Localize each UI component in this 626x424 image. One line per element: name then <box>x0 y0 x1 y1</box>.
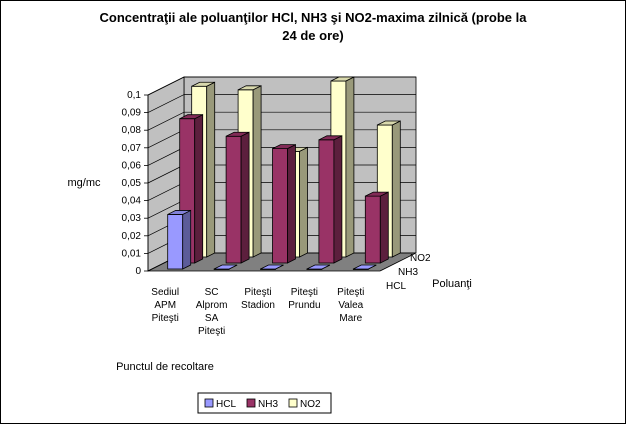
bar-side <box>206 81 216 258</box>
bar-side <box>252 85 262 258</box>
y-tick-label: 0,07 <box>122 143 142 154</box>
bar-side <box>299 146 308 258</box>
legend-label-nh3: NH3 <box>258 399 278 410</box>
y-tick-label: 0,04 <box>122 196 142 207</box>
x-tick-label: SC Alprom SA Piteşti <box>196 287 228 337</box>
bar-side <box>333 135 343 264</box>
bar-side <box>391 120 401 258</box>
bar-top <box>237 85 262 91</box>
x-tick-label: Piteşti Valea Mare <box>337 287 364 324</box>
legend-box <box>197 392 332 414</box>
x-axis-label: Punctul de recoltare <box>116 361 214 373</box>
bar-side <box>379 191 389 264</box>
bar-nh3-3 <box>272 143 296 264</box>
bar-top <box>167 210 191 215</box>
legend-swatch-hcl <box>204 398 214 408</box>
depth-axis-ticks: HCL NH3 NO2 <box>386 253 431 292</box>
bar-hcl-4 <box>306 264 331 270</box>
bar-nh3-5 <box>364 191 389 264</box>
legend-swatch-no2 <box>288 398 298 408</box>
bar-side <box>287 143 296 264</box>
bar-front <box>225 135 242 264</box>
y-tick-label: 0,1 <box>127 90 141 101</box>
bar-side <box>182 209 192 270</box>
legend-label-no2: NO2 <box>300 399 321 410</box>
y-tick-label: 0,08 <box>122 125 142 136</box>
depth-tick-label: HCL <box>386 281 406 292</box>
bar-top <box>330 76 355 82</box>
bar-top <box>179 114 203 120</box>
depth-tick-label: NO2 <box>410 253 431 264</box>
bar-top <box>365 191 389 197</box>
bar-side <box>194 114 204 264</box>
y-tick-label: 0,01 <box>122 248 142 259</box>
bar-hcl-2 <box>213 264 238 270</box>
bar-top <box>272 144 296 150</box>
depth-axis-label: Poluanţi <box>432 278 472 290</box>
bar-top <box>353 264 377 270</box>
bar-nh3-4 <box>318 135 343 264</box>
y-tick-label: 0,09 <box>122 108 142 119</box>
bar-hcl-5 <box>352 264 377 270</box>
bar-side <box>240 131 250 264</box>
y-axis-label: mg/mc <box>68 177 102 189</box>
y-tick-label: 0,02 <box>122 231 142 242</box>
chart-title-line-1: Concentraţii ale poluanţilor HCl, NH3 şi… <box>100 10 528 25</box>
bar-nh3-2 <box>225 131 250 264</box>
bar-top <box>213 264 238 270</box>
depth-tick-label: NH3 <box>398 267 418 278</box>
y-axis-ticks: 0 0,01 0,02 0,03 0,04 0,05 0,06 0,07 0,08 0,09 0,1 <box>122 90 149 277</box>
bar-top <box>191 81 215 87</box>
bar-side <box>345 76 355 258</box>
bar-front <box>364 195 381 264</box>
x-tick-label: Sediul APM Piteşti <box>151 287 179 324</box>
bar-front <box>272 148 288 264</box>
y-tick-label: 0,03 <box>122 213 142 224</box>
y-tick-label: 0,06 <box>122 160 142 171</box>
bar-hcl-3 <box>260 264 284 270</box>
x-axis-ticks: Sediul APM Piteşti SC Alprom SA Piteşti Piteşti… <box>151 287 364 337</box>
bar-top <box>306 264 331 270</box>
legend-label-hcl: HCL <box>216 399 236 410</box>
legend: HCL NH3 NO2 <box>197 392 332 414</box>
y-tick-label: 0,05 <box>122 178 142 189</box>
bar-top <box>377 120 401 126</box>
bar-hcl-1 <box>167 209 192 270</box>
y-tick-label: 0 <box>135 266 141 277</box>
legend-swatch-nh3 <box>246 398 256 408</box>
bar-top <box>260 264 284 270</box>
bars <box>167 76 401 270</box>
chart-title-line-2: 24 de ore) <box>282 28 343 43</box>
x-tick-label: Piteşti Prundu <box>288 287 320 311</box>
bar-top <box>318 135 343 141</box>
bar-top <box>225 131 250 137</box>
x-tick-label: Piteşti Stadion <box>241 287 275 311</box>
bar-front <box>167 214 184 270</box>
bar-front <box>318 139 335 264</box>
